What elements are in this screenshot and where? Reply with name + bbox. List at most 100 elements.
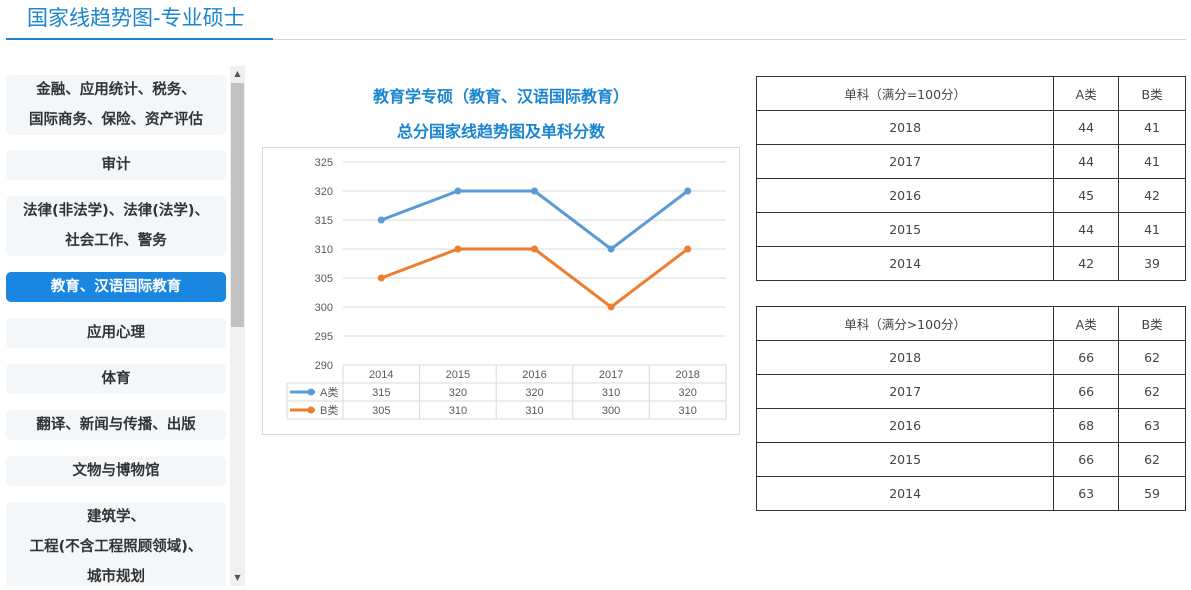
y-tick-label: 325 (315, 157, 333, 169)
data-point (377, 274, 385, 282)
sidebar-item-label-line: 社会工作、警务 (65, 233, 167, 249)
sidebar-item-label: 金融、应用统计、税务、 国际商务、保险、资产评估 (29, 75, 203, 135)
legend-label: A类 (320, 385, 338, 399)
single-subject-score-table-100: 单科（满分=100分） A类 B类 2018 44 41 2017 44 41 2016 45 42 2… (755, 76, 1186, 281)
table-cell: 59 (1118, 476, 1186, 511)
table-cell: 41 (1118, 144, 1186, 179)
sidebar-scrollbar[interactable]: ▲ ▼ (230, 66, 245, 586)
y-tick-label: 305 (315, 273, 333, 285)
data-table-value: 320 (449, 387, 467, 399)
header-divider (6, 39, 1186, 40)
table-cell: 62 (1118, 374, 1186, 409)
page-header: 国家线趋势图-专业硕士 (0, 0, 1191, 42)
scrollbar-thumb[interactable] (231, 83, 244, 327)
data-point (531, 245, 538, 253)
sidebar-item-7[interactable]: 文物与博物馆 (6, 456, 226, 486)
table-row: 2018 66 62 (755, 340, 1186, 375)
sidebar-item-label: 文物与博物馆 (73, 456, 160, 486)
sidebar-item-label-line: 城市规划 (86, 569, 145, 585)
data-point (607, 303, 615, 311)
data-table-value: 320 (679, 387, 697, 399)
x-tick-label: 2017 (599, 369, 623, 381)
table-cell: 44 (1053, 212, 1120, 247)
table-cell: 44 (1053, 144, 1120, 179)
table-header-cell: B类 (1118, 76, 1186, 111)
table-header-row: 单科（满分>100分） A类 B类 (755, 306, 1186, 341)
sidebar-item-label: 体育 (102, 364, 131, 394)
data-table-value: 310 (525, 405, 543, 417)
sidebar-item-label-line: 审计 (101, 157, 131, 173)
table-cell: 2018 (755, 110, 1055, 145)
table-cell: 66 (1053, 442, 1120, 477)
data-point (531, 187, 538, 195)
chart-subtitle: 总分国家线趋势图及单科分数 (396, 122, 605, 141)
table-cell: 63 (1053, 476, 1120, 511)
data-table-value: 315 (372, 387, 390, 399)
table-row: 2016 45 42 (755, 178, 1186, 213)
sidebar-item-label-line: 法律(非法学)、法律(法学)、 (22, 203, 209, 219)
table-header-cell: A类 (1053, 306, 1120, 341)
data-table-value: 310 (602, 387, 620, 399)
sidebar-item-1[interactable]: 审计 (6, 150, 226, 180)
sidebar-item-label-line: 金融、应用统计、税务、 (36, 82, 196, 98)
table-cell: 2015 (755, 442, 1055, 477)
scroll-down-arrow-icon[interactable]: ▼ (234, 573, 241, 582)
table-cell: 42 (1118, 178, 1186, 213)
sidebar-item-label-line: 翻译、新闻与传播、出版 (36, 417, 196, 433)
table-cell: 2018 (755, 340, 1055, 375)
data-table-value: 320 (525, 387, 543, 399)
table-cell: 66 (1053, 340, 1120, 375)
sidebar-item-2[interactable]: 法律(非法学)、法律(法学)、 社会工作、警务 (6, 196, 226, 256)
table-row: 2018 44 41 (755, 110, 1186, 145)
data-point (454, 187, 462, 195)
sidebar-item-label: 法律(非法学)、法律(法学)、 社会工作、警务 (23, 196, 209, 256)
table-cell: 45 (1053, 178, 1120, 213)
sidebar-item-5[interactable]: 体育 (6, 364, 226, 394)
y-tick-label: 295 (315, 331, 333, 343)
sidebar-item-6[interactable]: 翻译、新闻与传播、出版 (6, 410, 226, 440)
y-tick-label: 320 (315, 186, 333, 198)
y-tick-label: 300 (315, 302, 333, 314)
table-cell: 2016 (755, 178, 1055, 213)
sidebar-item-label-line: 文物与博物馆 (72, 463, 160, 479)
legend-label: B类 (320, 403, 338, 417)
major-category-sidebar: 金融、应用统计、税务、 国际商务、保险、资产评估 审计 法律(非法学)、法律(法学)、… (6, 66, 246, 586)
sidebar-item-label-line: 应用心理 (87, 325, 145, 341)
table-row: 2015 66 62 (755, 442, 1186, 477)
sidebar-item-label-line: 国际商务、保险、资产评估 (29, 112, 203, 128)
table-row: 2017 66 62 (755, 374, 1186, 409)
data-table-value: 310 (449, 405, 467, 417)
table-cell: 2017 (755, 144, 1055, 179)
data-point (377, 216, 385, 224)
sidebar-item-4[interactable]: 应用心理 (6, 318, 226, 348)
sidebar-item-label: 建筑学、 工程(不含工程照顾领域)、 城市规划 (30, 502, 203, 586)
table-header-cell: 单科（满分=100分） (755, 76, 1055, 111)
y-tick-label: 310 (315, 244, 333, 256)
sidebar-item-3[interactable]: 教育、汉语国际教育 (6, 272, 226, 302)
sidebar-item-0[interactable]: 金融、应用统计、税务、 国际商务、保险、资产评估 (6, 75, 226, 135)
sidebar-item-label: 教育、汉语国际教育 (51, 272, 182, 302)
data-point (454, 245, 462, 253)
table-cell: 42 (1053, 246, 1120, 281)
table-header-cell: 单科（满分>100分） (755, 306, 1055, 341)
trend-chart: 290 295 300 305 310 315 320 325 2014 2015 2016 2017… (262, 147, 740, 435)
data-table-value: 310 (679, 405, 697, 417)
y-tick-label: 290 (315, 360, 333, 372)
sidebar-item-label-line: 体育 (101, 371, 131, 387)
data-point (684, 187, 692, 195)
data-table-value: 300 (602, 405, 620, 417)
table-cell: 2014 (755, 246, 1055, 281)
table-header-row: 单科（满分=100分） A类 B类 (755, 76, 1186, 111)
legend-key-marker (307, 388, 315, 396)
data-point (607, 245, 615, 253)
chart-title: 教育学专硕（教育、汉语国际教育） (372, 87, 629, 106)
table-cell: 2015 (755, 212, 1055, 247)
table-cell: 63 (1118, 408, 1186, 443)
sidebar-item-label-line: 教育、汉语国际教育 (50, 279, 182, 295)
table-cell: 68 (1053, 408, 1120, 443)
sidebar-item-8[interactable]: 建筑学、 工程(不含工程照顾领域)、 城市规划 (6, 502, 226, 586)
scroll-up-arrow-icon[interactable]: ▲ (234, 69, 241, 78)
table-cell: 39 (1118, 246, 1186, 281)
table-row: 2014 42 39 (755, 246, 1186, 281)
sidebar-item-label-line: 工程(不含工程照顾领域)、 (29, 539, 203, 555)
